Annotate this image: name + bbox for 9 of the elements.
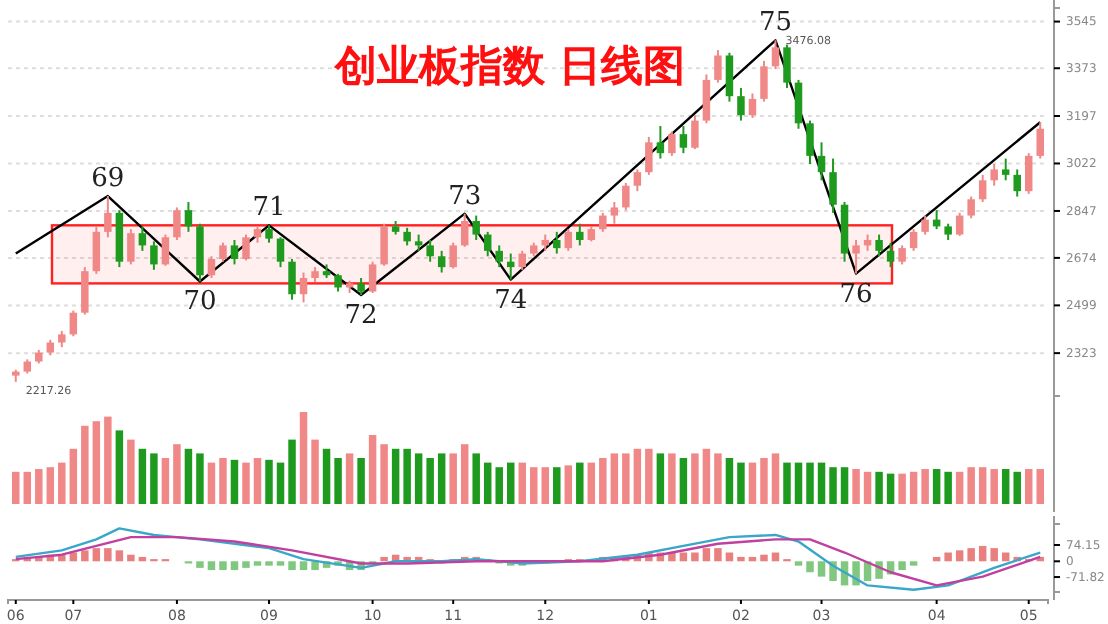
annotation: 69 bbox=[91, 164, 125, 195]
annotation: 74 bbox=[494, 285, 528, 316]
annotation: 70 bbox=[183, 287, 217, 318]
annotation: 73 bbox=[448, 181, 482, 212]
text: 创业板指数 日线图 bbox=[332, 42, 686, 90]
annotation: 71 bbox=[252, 193, 286, 224]
annotation: 72 bbox=[344, 301, 378, 332]
annotation: 76 bbox=[839, 279, 873, 310]
annotation: 75 bbox=[758, 8, 793, 39]
